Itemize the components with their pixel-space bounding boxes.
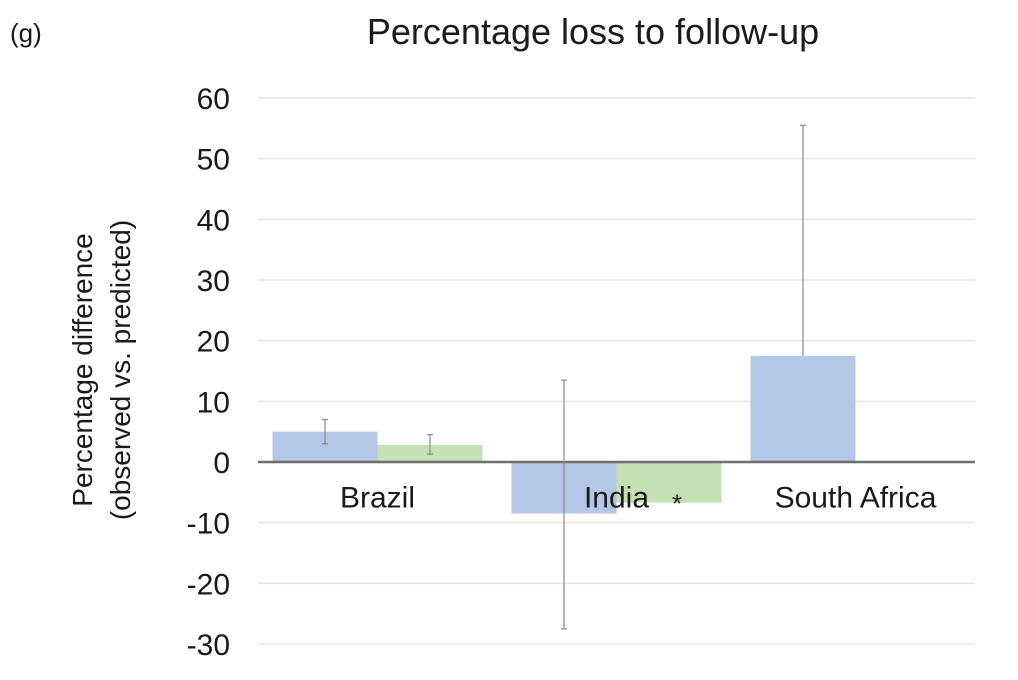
y-tick-label: 40 xyxy=(197,204,230,237)
bar-south-africa-series-1 xyxy=(750,355,856,462)
category-label-brazil: Brazil xyxy=(340,482,415,515)
y-axis-label-line1: Percentage difference xyxy=(67,233,98,506)
y-axis-label: Percentage difference (observed vs. pred… xyxy=(67,220,136,520)
gridlines xyxy=(258,97,975,645)
panel-label: (g) xyxy=(10,18,42,48)
error-bar-brazil-series-2 xyxy=(427,434,433,455)
chart-title: Percentage loss to follow-up xyxy=(367,11,819,52)
y-tick-label: 60 xyxy=(197,83,230,116)
y-tick-label: -30 xyxy=(187,629,230,662)
y-tick-labels: 60 50 40 30 20 10 0 -10 -20 -30 xyxy=(187,83,230,662)
y-tick-label: 50 xyxy=(197,144,230,177)
error-bar-india-series-1 xyxy=(561,379,567,630)
category-label-south-africa: South Africa xyxy=(775,482,937,515)
y-tick-label: 10 xyxy=(197,386,230,419)
error-bar-brazil-series-1 xyxy=(322,418,328,445)
y-tick-label: 20 xyxy=(197,326,230,359)
y-tick-label: -10 xyxy=(187,508,230,541)
error-bars xyxy=(322,124,806,630)
bar-india-series-2 xyxy=(616,462,722,503)
y-tick-label: 30 xyxy=(197,265,230,298)
y-tick-label: 0 xyxy=(213,447,230,480)
error-bar-south-africa-series-1 xyxy=(800,124,806,356)
y-tick-label: -20 xyxy=(187,568,230,601)
category-labels: Brazil India South Africa xyxy=(340,482,937,515)
category-label-india: India xyxy=(584,482,649,515)
y-axis-label-line2: (observed vs. predicted) xyxy=(105,220,136,520)
annotations: * xyxy=(672,488,682,518)
significance-marker: * xyxy=(672,488,682,518)
